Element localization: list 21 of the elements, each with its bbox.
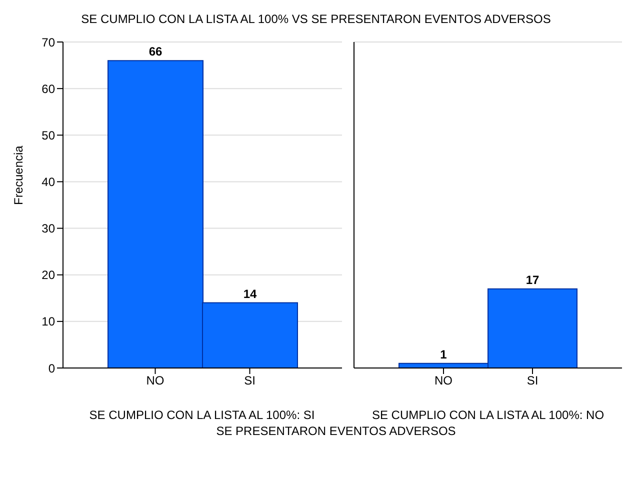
- chart-title: SE CUMPLIO CON LA LISTA AL 100% VS SE PRESENTARON EVENTOS ADVERSOS: [80, 12, 552, 26]
- y-axis-title: Frecuencia: [11, 145, 26, 205]
- data-label: 14: [243, 286, 257, 301]
- y-tick-label: 50: [42, 128, 56, 142]
- x-axis-title: SE CUMPLIO CON LA LISTA AL 100%: NO: [370, 408, 606, 422]
- x-axis-title: SE CUMPLIO CON LA LISTA AL 100%: SI: [88, 408, 316, 422]
- x-tick-label: SI: [244, 374, 256, 388]
- y-tick-label: 70: [42, 35, 56, 50]
- x-tick-label: SI: [526, 374, 538, 388]
- y-tick-label: 30: [42, 222, 56, 236]
- y-tick-label: 10: [42, 314, 56, 329]
- x-tick-label: NO: [146, 374, 164, 388]
- data-label: 17: [526, 272, 540, 287]
- y-tick-label: 40: [42, 174, 56, 189]
- y-tick-label: 60: [42, 82, 56, 96]
- text: SE PRESENTARON EVENTOS ADVERSOS: [215, 424, 457, 438]
- x-tick-label: NO: [434, 374, 452, 388]
- data-label: 66: [148, 44, 162, 59]
- y-tick-label: 20: [42, 268, 56, 282]
- y-tick-label: 0: [48, 361, 56, 376]
- data-label: 1: [440, 347, 448, 362]
